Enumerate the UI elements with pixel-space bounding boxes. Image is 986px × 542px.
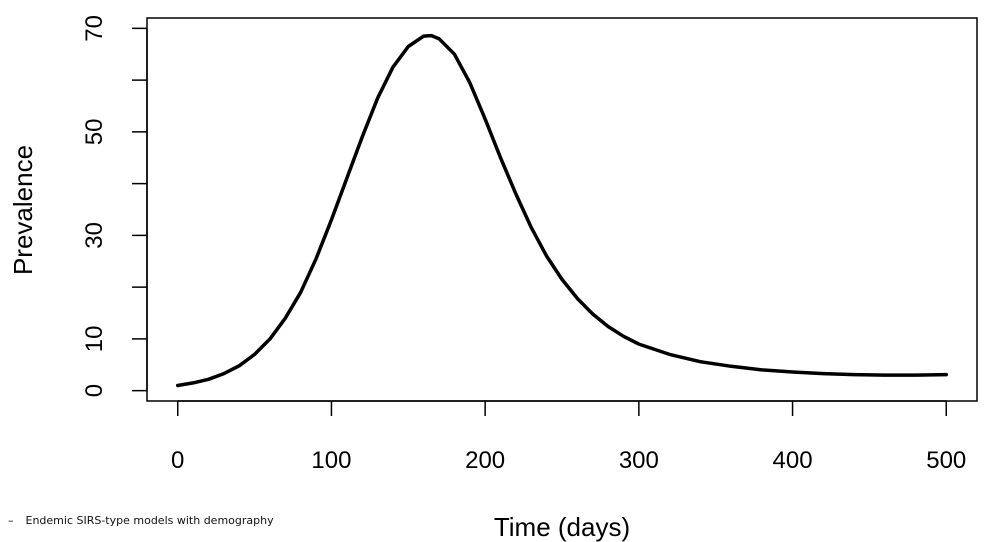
x-axis: 0 100 200 300 400 500 (171, 400, 966, 474)
x-tick-label: 0 (171, 447, 184, 474)
footer-text: Endemic SIRS-type models with demography (25, 514, 274, 527)
y-tick-label: 70 (81, 15, 108, 42)
x-tick-label: 200 (465, 447, 505, 474)
x-tick-label: 500 (926, 447, 966, 474)
prevalence-line (175, 33, 949, 388)
y-tick-label: 50 (81, 119, 108, 146)
slide-footer: – Endemic SIRS-type models with demograph… (8, 514, 274, 527)
x-axis-title: Time (days) (494, 512, 630, 542)
y-axis-title: Prevalence (8, 145, 38, 275)
y-tick-label: 10 (81, 326, 108, 353)
y-axis: 0 10 30 50 70 (81, 15, 148, 397)
footer-dash: – (8, 514, 14, 527)
y-tick-label: 0 (81, 384, 108, 397)
y-tick-label: 30 (81, 222, 108, 249)
x-tick-label: 300 (619, 447, 659, 474)
plot-frame (146, 17, 978, 402)
x-tick-label: 400 (773, 447, 813, 474)
x-tick-label: 100 (311, 447, 351, 474)
